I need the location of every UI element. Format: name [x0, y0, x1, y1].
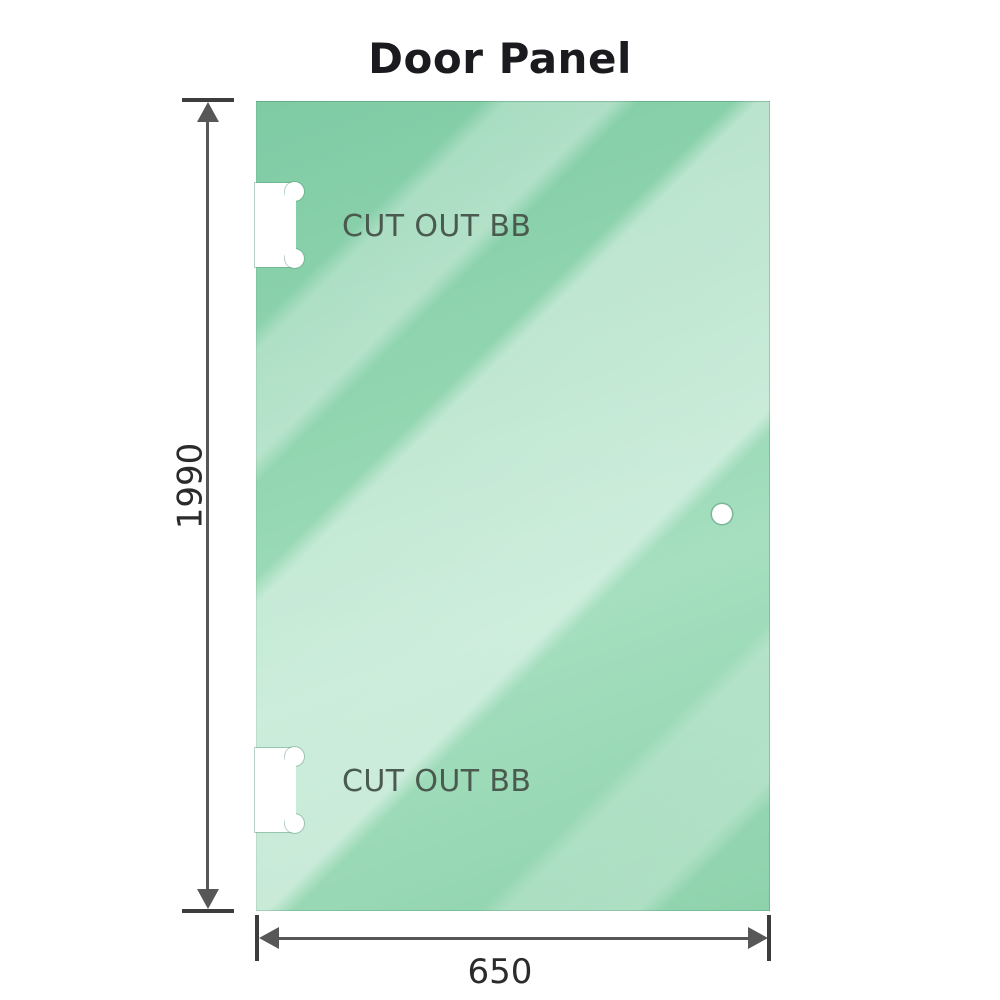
height-dimension-tick-bottom [182, 909, 234, 913]
page-title: Door Panel [368, 34, 632, 83]
cutout-lower-mask [285, 756, 296, 824]
handle-hole [712, 504, 732, 524]
cutout-upper-label: CUT OUT BB [342, 209, 532, 244]
cutout-upper [255, 182, 304, 268]
panel-glass-surface [256, 101, 770, 911]
width-dimension-tick-right [767, 915, 771, 961]
height-dimension-arrow-bottom [197, 889, 219, 909]
height-dimension-label: 1990 [170, 442, 211, 530]
width-dimension-line [268, 937, 759, 940]
width-dimension-tick-left [255, 915, 259, 961]
width-dimension-label: 650 [467, 952, 533, 992]
glass-door-panel: CUT OUT BB CUT OUT BB [255, 101, 770, 911]
height-dimension-line [206, 110, 209, 902]
width-dimension-arrow-right [748, 927, 768, 949]
cutout-lower [255, 747, 304, 833]
cutout-upper-mask [285, 191, 296, 259]
height-dimension-tick-top [182, 98, 234, 102]
cutout-lower-label: CUT OUT BB [342, 764, 532, 799]
